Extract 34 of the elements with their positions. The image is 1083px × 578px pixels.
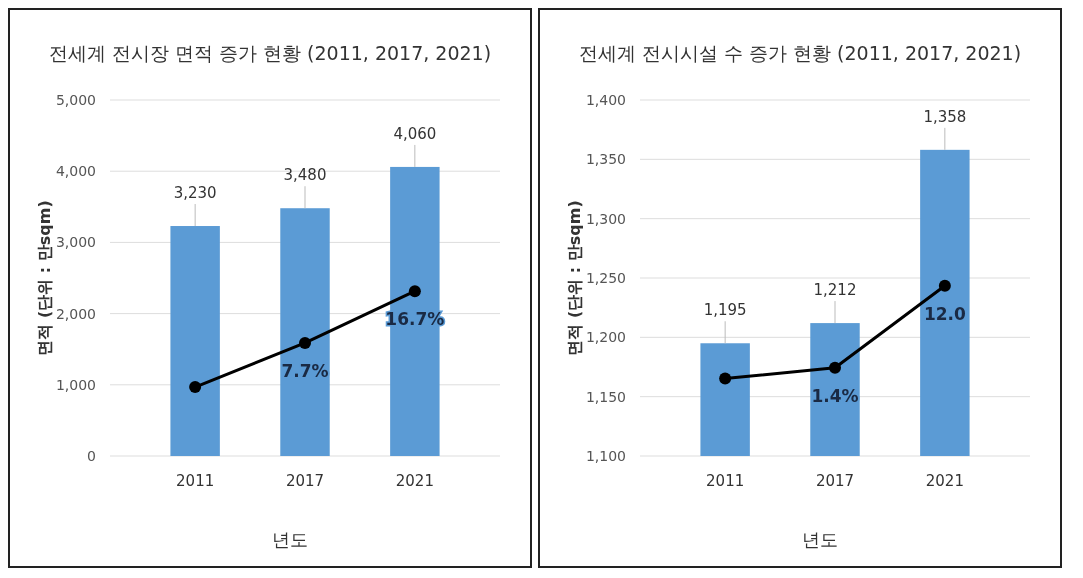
x-tick-label: 2017 xyxy=(815,472,855,490)
y-tick-label: 2,000 xyxy=(55,305,96,322)
x-tick-label: 2021 xyxy=(395,472,434,490)
y-axis-title: 면적 (단위 : 만sqm) xyxy=(565,200,584,356)
y-tick-label: 1,200 xyxy=(585,329,626,346)
data-label: 3,230 xyxy=(173,184,217,203)
y-axis-title: 면적 (단위 : 만sqm) xyxy=(35,200,54,356)
y-tick-label: 3,000 xyxy=(55,234,96,251)
data-label: 1,358 xyxy=(923,107,967,126)
y-tick-label: 0 xyxy=(87,447,96,464)
data-label: 7.7% xyxy=(281,360,329,381)
data-label: 1.4% xyxy=(811,385,859,406)
data-label: 1,195 xyxy=(703,301,747,320)
y-tick-label: 1,000 xyxy=(55,376,96,393)
x-tick-label: 2011 xyxy=(706,472,745,490)
y-tick-label: 5,000 xyxy=(55,91,96,108)
y-tick-label: 1,150 xyxy=(585,388,626,405)
y-tick-label: 1,350 xyxy=(585,151,626,168)
data-label: 4,060 xyxy=(393,124,437,143)
data-label: 3,480 xyxy=(283,166,327,185)
data-label: 12.0 xyxy=(923,303,966,324)
y-tick-label: 1,400 xyxy=(585,91,626,108)
x-axis-title: 년도 xyxy=(272,529,308,550)
y-tick-label: 1,300 xyxy=(585,210,626,227)
chart-title: 전세계 전시시설 수 증가 현황 (2011, 2017, 2021) xyxy=(578,42,1022,64)
y-tick-label: 1,250 xyxy=(585,269,626,286)
chart-title: 전세계 전시장 면적 증가 현황 (2011, 2017, 2021) xyxy=(48,42,492,64)
x-tick-label: 2017 xyxy=(285,472,325,490)
y-tick-label: 4,000 xyxy=(55,163,96,180)
x-tick-label: 2011 xyxy=(176,472,215,490)
x-axis-title: 년도 xyxy=(802,529,838,550)
x-tick-label: 2021 xyxy=(925,472,964,490)
y-tick-label: 1,100 xyxy=(585,447,626,464)
data-label: 1,212 xyxy=(813,281,857,300)
